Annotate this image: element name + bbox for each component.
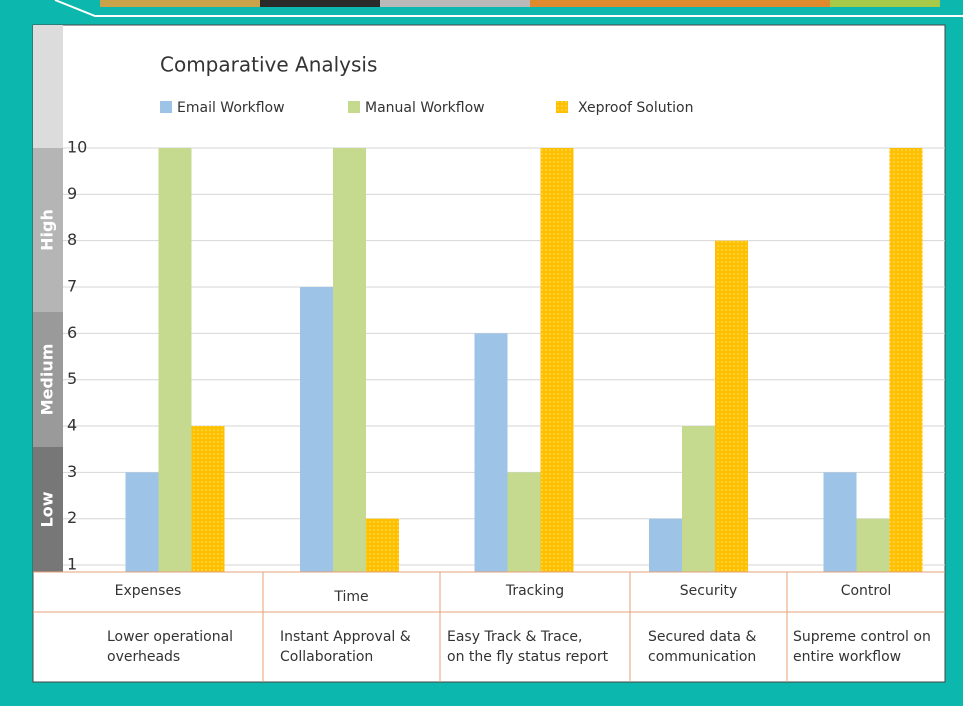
- category-label: Tracking: [505, 583, 564, 599]
- legend-swatch: [160, 101, 172, 113]
- band: [33, 148, 63, 312]
- description: Easy Track & Trace,: [447, 629, 583, 645]
- legend-swatch: [348, 101, 360, 113]
- band-label: Low: [38, 491, 57, 527]
- bar: [333, 148, 366, 572]
- description: entire workflow: [793, 649, 901, 665]
- description: Lower operational: [107, 629, 233, 645]
- y-tick-label: 5: [67, 369, 77, 388]
- description: on the fly status report: [447, 649, 609, 665]
- chart-title: Comparative Analysis: [160, 53, 377, 77]
- bar: [507, 472, 541, 572]
- y-tick-label: 3: [67, 462, 77, 481]
- bar: [125, 472, 159, 572]
- y-tick-label: 2: [67, 508, 77, 527]
- bar: [474, 333, 508, 572]
- bar: [191, 426, 225, 572]
- y-tick-label: 8: [67, 230, 77, 249]
- bar: [300, 287, 333, 572]
- bar: [366, 518, 399, 572]
- description: Collaboration: [280, 649, 373, 665]
- top-image-strip: [54, 0, 963, 17]
- y-tick-label: 1: [67, 555, 77, 574]
- y-tick-label: 9: [67, 184, 77, 203]
- band-label: High: [38, 209, 57, 251]
- band: [33, 447, 63, 572]
- description: Instant Approval &: [280, 629, 411, 645]
- bar: [823, 472, 857, 572]
- category-label: Security: [680, 583, 738, 599]
- y-tick-label: 6: [67, 323, 77, 342]
- category-label: Control: [841, 583, 892, 599]
- description: Supreme control on: [793, 629, 931, 645]
- bar: [649, 518, 682, 572]
- description: Secured data &: [648, 629, 756, 645]
- category-label: Time: [333, 589, 368, 605]
- y-tick-label: 4: [67, 416, 77, 435]
- bar: [889, 148, 923, 572]
- legend-label: Xeproof Solution: [578, 100, 693, 116]
- bar: [158, 148, 192, 572]
- category-label: Expenses: [115, 583, 182, 599]
- bar: [682, 426, 715, 572]
- legend-swatch: [556, 101, 568, 113]
- bar: [540, 148, 574, 572]
- legend-label: Manual Workflow: [365, 100, 485, 116]
- bar: [715, 240, 748, 572]
- description: communication: [648, 649, 756, 665]
- description: overheads: [107, 649, 180, 665]
- band: [33, 312, 63, 447]
- legend-label: Email Workflow: [177, 100, 285, 116]
- bar: [856, 518, 890, 572]
- y-tick-label: 7: [67, 277, 77, 296]
- y-tick-label: 10: [67, 138, 87, 157]
- band-top: [33, 25, 63, 148]
- band-label: Medium: [38, 344, 57, 416]
